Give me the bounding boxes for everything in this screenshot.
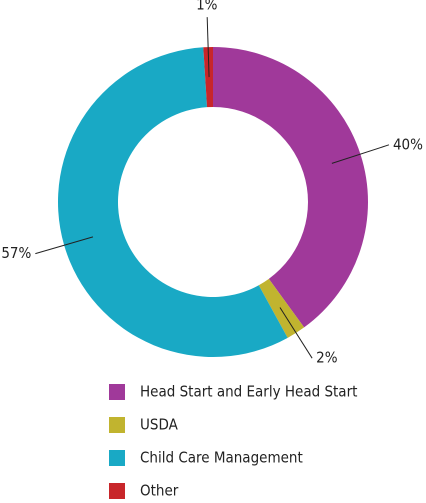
leader-line — [331, 144, 390, 164]
slice — [203, 47, 213, 108]
legend-swatch — [109, 384, 125, 400]
slice — [58, 47, 288, 358]
legend-label: Other — [140, 482, 179, 500]
legend-label: Head Start and Early Head Start — [140, 383, 357, 401]
data-label: 57% — [1, 244, 31, 262]
slice — [258, 278, 305, 338]
data-label: 40% — [393, 135, 423, 153]
legend-label: Child Care Management — [140, 449, 303, 467]
leader-line — [279, 307, 313, 359]
leader-line — [35, 236, 94, 255]
legend-swatch — [109, 450, 125, 466]
slice — [213, 47, 369, 328]
legend-label: USDA — [140, 416, 179, 434]
data-label: 2% — [316, 349, 338, 367]
legend-swatch — [109, 417, 125, 433]
leader-line — [206, 17, 210, 78]
legend-swatch — [109, 483, 125, 499]
data-label: 1% — [196, 0, 218, 14]
